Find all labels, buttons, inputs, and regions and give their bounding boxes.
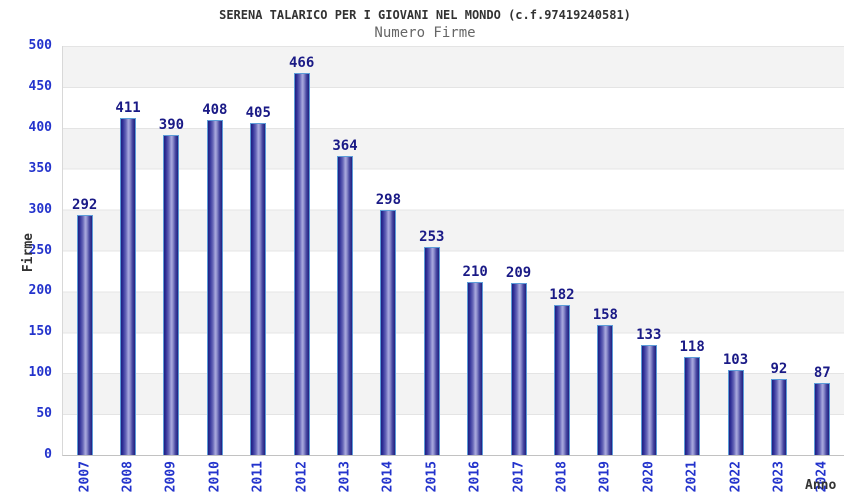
bar-value-label: 209 — [505, 265, 532, 282]
bar-value-label: 118 — [679, 339, 705, 356]
bar — [510, 283, 527, 455]
x-tick-label: 2017 — [511, 461, 527, 493]
bar-value-label: 210 — [462, 264, 488, 281]
x-tick-label: 2023 — [771, 461, 787, 493]
bar-slot: 298 2014 — [367, 46, 410, 492]
bar-slot: 158 2019 — [584, 46, 627, 493]
x-tick-label: 2018 — [554, 461, 570, 493]
y-tick-label: 250 — [28, 242, 52, 258]
bar-slot: 209 2017 — [497, 46, 540, 492]
bar-slot: 103 2022 — [714, 46, 757, 493]
bar — [337, 156, 354, 455]
bar-value-label: 466 — [288, 54, 315, 71]
bar — [467, 282, 484, 455]
bar-slot: 87 2024 — [801, 46, 844, 492]
bar-slot: 118 2021 — [670, 46, 713, 492]
bar-value-label: 182 — [549, 287, 575, 304]
bar-value-label: 158 — [592, 306, 618, 323]
x-tick-label: 2020 — [641, 461, 657, 493]
bar — [553, 305, 570, 455]
bar — [293, 72, 310, 455]
y-tick-label: 350 — [28, 160, 52, 176]
y-tick-label: 400 — [28, 119, 52, 135]
bar-value-label: 103 — [722, 351, 749, 368]
y-tick-label: 150 — [28, 324, 52, 340]
y-tick-label: 200 — [28, 283, 52, 299]
bar — [380, 210, 397, 455]
bar-slot: 92 2023 — [757, 46, 800, 493]
bar-slot: 182 2018 — [540, 46, 583, 492]
x-tick-label: 2022 — [728, 461, 744, 493]
bar — [76, 215, 93, 455]
y-axis: 0 50 100 150 200 250 300 350 400 450 500 — [0, 38, 52, 462]
y-tick-label: 50 — [36, 406, 52, 422]
bar-slot: 405 2011 — [237, 46, 280, 493]
bar — [423, 247, 440, 455]
plot-area: 292 2007 411 2008 390 2009 408 2010 405 2011 466 20… — [62, 46, 844, 493]
bar-value-label: 364 — [332, 138, 358, 155]
x-tick-label: 2015 — [424, 461, 440, 493]
bar-value-label: 411 — [115, 99, 141, 116]
bar — [163, 134, 180, 455]
x-tick-label: 2011 — [250, 461, 266, 493]
y-tick-label: 100 — [28, 365, 52, 381]
bar-slot: 292 2007 — [63, 46, 106, 492]
bar-slot: 466 2012 — [280, 46, 323, 493]
x-tick-label: 2009 — [163, 461, 179, 493]
bar — [684, 357, 701, 455]
x-tick-label: 2013 — [337, 461, 353, 493]
bar-slot: 210 2016 — [454, 46, 497, 492]
bar-value-label: 253 — [419, 229, 445, 246]
bar — [770, 378, 787, 455]
x-tick-label: 2016 — [467, 461, 483, 493]
bar-slot: 390 2009 — [150, 46, 193, 492]
x-tick-label: 2010 — [207, 461, 223, 493]
bar — [727, 369, 744, 455]
bar — [814, 382, 831, 455]
bar-slot: 253 2015 — [410, 46, 453, 492]
y-tick-label: 0 — [44, 447, 52, 462]
y-tick-label: 300 — [28, 201, 52, 217]
bar — [250, 122, 267, 455]
bar — [206, 120, 223, 455]
bar — [597, 324, 614, 455]
bar-value-label: 92 — [770, 360, 788, 377]
chart-subtitle: Numero Firme — [374, 25, 476, 41]
x-axis-title: Anno — [805, 478, 837, 493]
bar-value-label: 87 — [813, 364, 831, 381]
y-tick-label: 500 — [28, 38, 52, 53]
x-tick-label: 2012 — [294, 461, 310, 493]
bar-value-label: 390 — [158, 116, 185, 133]
bar-value-label: 408 — [202, 102, 228, 119]
bar — [640, 345, 657, 455]
bar-slot: 411 2008 — [106, 46, 149, 493]
x-tick-label: 2008 — [120, 461, 136, 493]
bar-slot: 408 2010 — [193, 46, 236, 492]
x-tick-label: 2014 — [380, 461, 396, 493]
bar — [120, 117, 137, 455]
y-tick-label: 450 — [28, 78, 52, 94]
bar-value-label: 133 — [636, 327, 662, 344]
x-tick-label: 2021 — [684, 461, 700, 493]
bar-slot: 364 2013 — [323, 46, 366, 492]
x-tick-label: 2019 — [597, 461, 613, 493]
chart-title: SERENA TALARICO PER I GIOVANI NEL MONDO … — [219, 8, 631, 22]
bar-value-label: 298 — [375, 192, 402, 209]
bar-value-label: 292 — [72, 197, 98, 214]
x-tick-label: 2007 — [77, 461, 93, 493]
bar-slot: 133 2020 — [627, 46, 670, 492]
y-axis-title: Firme — [21, 233, 36, 273]
bar-value-label: 405 — [245, 104, 271, 121]
